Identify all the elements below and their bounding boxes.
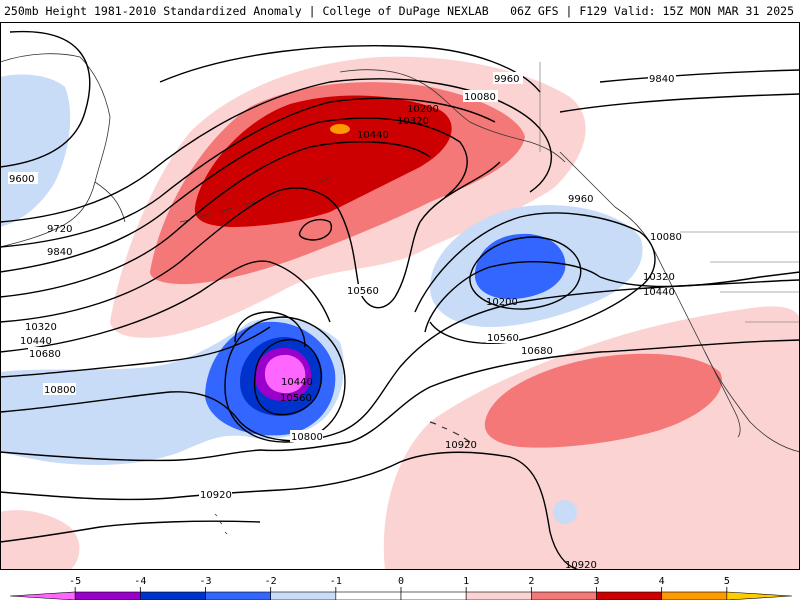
colorbar-tick-label: -1 xyxy=(330,576,342,587)
pos3-region-north xyxy=(194,95,452,227)
pos4-spot xyxy=(330,124,350,134)
height-contours xyxy=(0,30,800,570)
pos1-region-southwest xyxy=(0,510,80,570)
colorbar-tick-label: 4 xyxy=(659,576,665,587)
colorbar-box xyxy=(74,591,141,600)
colorbar-box xyxy=(205,591,271,600)
contour-label: 10440 xyxy=(20,336,52,347)
neg5-region-low xyxy=(264,354,306,394)
neg1-spot-south xyxy=(553,500,577,524)
neg1-region-west xyxy=(0,74,71,227)
colorbar-box xyxy=(531,591,597,600)
colorbar-box xyxy=(726,591,793,600)
contour-label: 10440 xyxy=(357,130,389,141)
contour-label: 10560 xyxy=(487,333,519,344)
colorbar-tick-label: 0 xyxy=(398,576,404,587)
contour-label: 10920 xyxy=(445,440,477,451)
colorbar-tick-label: 2 xyxy=(528,576,534,587)
colorbar-box xyxy=(9,591,76,600)
contour-label: 10200 xyxy=(486,297,518,308)
contour-label: 9840 xyxy=(47,247,72,258)
map-title: 250mb Height 1981-2010 Standardized Anom… xyxy=(4,4,489,18)
pos2-region-south xyxy=(484,353,722,448)
contour-label: 10440 xyxy=(643,287,675,298)
contour-label: 9600 xyxy=(9,174,34,185)
colorbar-box xyxy=(596,591,662,600)
contour-label: 10920 xyxy=(565,560,597,570)
contour-label: 10560 xyxy=(347,286,379,297)
colorbar-box xyxy=(465,591,532,600)
contour-label: 10080 xyxy=(650,232,682,243)
contour-label: 10320 xyxy=(643,272,675,283)
contour-labels: 9960 10080 10200 10320 10440 9840 9600 9… xyxy=(8,72,682,570)
contour-label: 10560 xyxy=(280,393,312,404)
colorbar: -5 -4 -3 -2 -1 0 1 2 3 4 5 xyxy=(0,570,800,600)
colorbar-tick-label: 1 xyxy=(463,576,469,587)
colorbar-tick-label: 3 xyxy=(593,576,599,587)
contour-label: 10080 xyxy=(464,92,496,103)
contour-label: 10680 xyxy=(29,349,61,360)
contour-label: 9960 xyxy=(568,194,593,205)
colorbar-tick-label: -3 xyxy=(199,576,211,587)
neg2-region-east xyxy=(474,233,566,300)
colorbar-box xyxy=(270,591,337,600)
colorbar-tick-label: -5 xyxy=(69,576,81,587)
colorbar-tick-label: 5 xyxy=(724,576,730,587)
colorbar-box xyxy=(140,591,206,600)
colorbar-tick-label: -4 xyxy=(134,576,146,587)
colorbar-box xyxy=(400,591,467,600)
contour-label: 10680 xyxy=(521,346,553,357)
coastlines xyxy=(0,53,800,535)
colorbar-tick-label: -2 xyxy=(265,576,277,587)
contour-label: 10920 xyxy=(200,490,232,501)
contour-label: 9720 xyxy=(47,224,72,235)
contour-label: 10800 xyxy=(291,432,323,443)
colorbar-box xyxy=(335,591,402,600)
anomaly-shading xyxy=(0,56,800,570)
colorbar-ticks: -5 -4 -3 -2 -1 0 1 2 3 4 5 xyxy=(69,576,730,592)
model-run-info: 06Z GFS | F129 Valid: 15Z MON MAR 31 202… xyxy=(510,4,794,18)
contour-label: 10320 xyxy=(397,116,429,127)
contour-label: 10800 xyxy=(44,385,76,396)
contour-label: 9840 xyxy=(649,74,674,85)
contour-label: 10440 xyxy=(281,377,313,388)
map-canvas: 9960 10080 10200 10320 10440 9840 9600 9… xyxy=(0,22,800,570)
colorbar-boxes xyxy=(9,591,793,600)
contour-label: 10320 xyxy=(25,322,57,333)
contour-label: 10200 xyxy=(407,104,439,115)
colorbar-box xyxy=(661,591,728,600)
contour-label: 9960 xyxy=(494,74,519,85)
header-bar: 250mb Height 1981-2010 Standardized Anom… xyxy=(0,0,800,22)
